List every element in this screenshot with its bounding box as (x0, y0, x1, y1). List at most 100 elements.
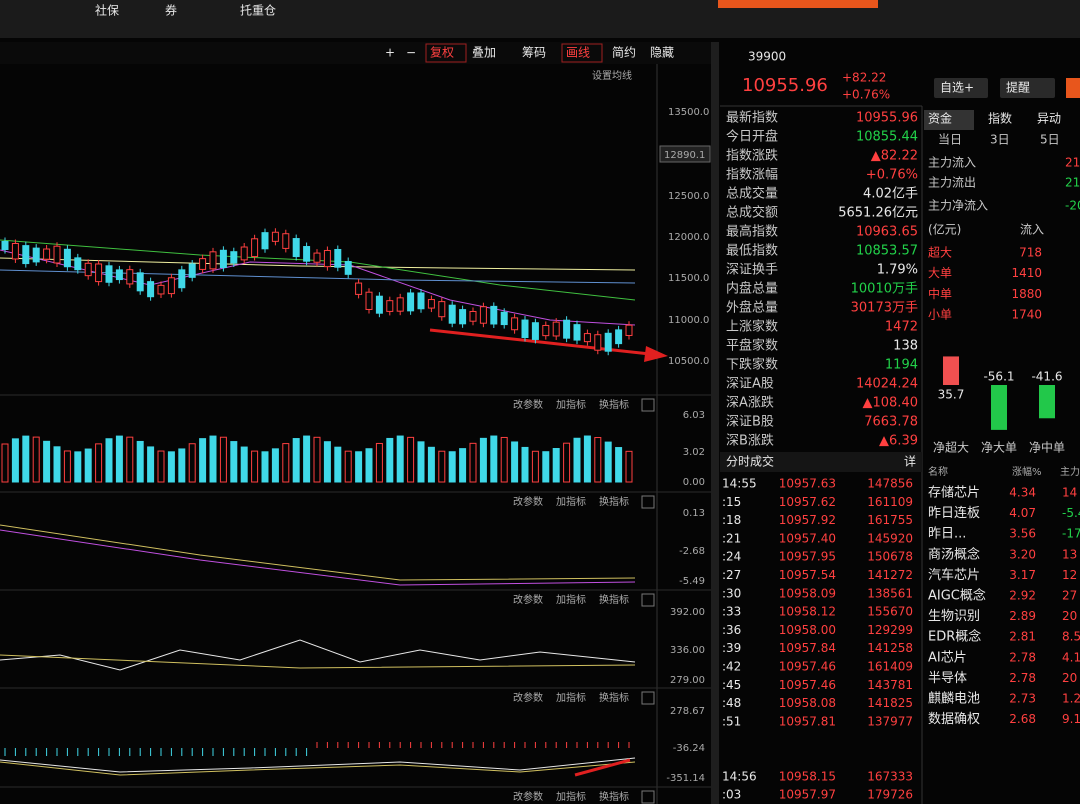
panel-close[interactable] (641, 495, 655, 509)
volume-bar (396, 435, 404, 483)
panel-action[interactable]: 加指标 (556, 495, 586, 508)
ticks-detail[interactable]: 详 (904, 454, 916, 469)
tick-volume: 161109 (867, 495, 913, 509)
toolbar-button[interactable]: 画线 (566, 46, 590, 60)
quote-value: 10955.96 (856, 111, 918, 126)
toolbar-bg (0, 42, 718, 64)
quote-label: 平盘家数 (726, 338, 778, 354)
price-marker: 12890.1 (664, 150, 705, 161)
panel-action[interactable]: 加指标 (556, 398, 586, 411)
panel-close[interactable] (641, 398, 655, 412)
indicator-line (0, 761, 636, 776)
panel-action[interactable]: 换指标 (599, 691, 629, 704)
button-bg[interactable] (934, 78, 988, 98)
volume-bar (542, 451, 550, 483)
promo-button[interactable] (718, 0, 878, 8)
candle-body (11, 243, 19, 260)
quote-label: 上涨家数 (726, 319, 778, 335)
panel-close[interactable] (641, 790, 655, 804)
quote-label: 最低指数 (726, 244, 778, 259)
toolbar-button[interactable]: 隐藏 (650, 46, 674, 60)
sector-name[interactable]: AI芯片 (928, 650, 967, 665)
tick-time: :48 (722, 696, 741, 710)
panel-action[interactable]: 改参数 (513, 495, 543, 508)
indicator-line (0, 757, 636, 773)
sector-name[interactable]: 昨日连板 (928, 505, 980, 521)
tick-volume: 161755 (867, 513, 913, 527)
volume-bar (251, 450, 259, 483)
panel-action[interactable]: 加指标 (556, 790, 586, 803)
ma-setting[interactable]: 设置均线 (592, 69, 632, 82)
candle-body (552, 321, 560, 337)
sector-header[interactable]: 主力 (1060, 465, 1080, 478)
ma-line (0, 257, 636, 271)
flow-row-label: 超大 (928, 245, 952, 260)
candle-body (490, 305, 498, 325)
quote-value: 10853.57 (856, 244, 918, 259)
panel-action[interactable]: 改参数 (513, 691, 543, 704)
sector-name[interactable]: 存储芯片 (928, 486, 980, 501)
panel-close[interactable] (641, 691, 655, 705)
menu-item[interactable]: 券 (165, 3, 177, 18)
toolbar-button[interactable]: 叠加 (472, 46, 496, 60)
quote-label: 深A涨跌 (726, 395, 774, 411)
toolbar-button[interactable]: + (385, 46, 395, 60)
button-label[interactable]: 自选+ (940, 81, 974, 95)
menu-item[interactable]: 托重仓 (240, 4, 276, 18)
quote-value: 10010万手 (851, 282, 918, 297)
toolbar-button[interactable]: 复权 (430, 46, 454, 60)
flow-period[interactable]: 5日 (1040, 133, 1060, 147)
toolbar-button[interactable]: 简约 (612, 45, 636, 60)
sector-name[interactable]: 半导体 (928, 671, 967, 686)
panel-action[interactable]: 换指标 (599, 398, 629, 411)
panel-action[interactable]: 换指标 (599, 790, 629, 803)
volume-bar (531, 450, 539, 483)
toolbar-button[interactable]: − (406, 46, 416, 60)
button-bg[interactable] (1000, 78, 1055, 98)
panel-action[interactable]: 加指标 (556, 691, 586, 704)
indicator-line (0, 529, 636, 586)
sector-name[interactable]: AIGC概念 (928, 588, 986, 604)
sector-flow: 9.1 (1062, 712, 1080, 726)
flow-period[interactable]: 3日 (990, 133, 1010, 147)
flow-tab[interactable]: 指数 (988, 111, 1012, 126)
orange-button[interactable] (1066, 78, 1080, 98)
volume-bar (563, 442, 571, 483)
candle-body (167, 277, 175, 295)
sector-name[interactable]: 商汤概念 (928, 546, 980, 562)
panel-axis-label: 392.00 (670, 607, 705, 618)
panel-action[interactable]: 换指标 (599, 495, 629, 508)
sector-name[interactable]: 昨日... (928, 527, 966, 542)
flow-tab[interactable]: 异动 (1037, 112, 1061, 126)
toolbar-button[interactable]: 筹码 (522, 46, 546, 60)
tick-volume: 167333 (867, 770, 913, 784)
sector-name[interactable]: 数据确权 (928, 711, 980, 727)
candle-body (448, 304, 456, 324)
tick-volume: 150678 (867, 550, 913, 564)
sector-name[interactable]: EDR概念 (928, 629, 981, 645)
panel-action[interactable]: 加指标 (556, 593, 586, 606)
sector-flow: 20 (1062, 609, 1077, 623)
sector-name[interactable]: 生物识别 (928, 609, 980, 624)
sector-header[interactable]: 名称 (928, 465, 948, 478)
quote-value: ▲82.22 (871, 149, 918, 164)
splitter[interactable] (711, 42, 719, 804)
menu-item[interactable]: 社保 (95, 3, 119, 18)
panel-action[interactable]: 换指标 (599, 593, 629, 606)
sector-name[interactable]: 汽车芯片 (928, 567, 980, 583)
volume-bar (615, 447, 623, 483)
quote-label: 内盘总量 (726, 281, 778, 297)
flow-period[interactable]: 当日 (938, 133, 962, 147)
volume-bar (625, 450, 633, 483)
panel-action[interactable]: 改参数 (513, 790, 543, 803)
sector-name[interactable]: 麒麟电池 (928, 691, 980, 707)
sector-header[interactable]: 涨幅% (1012, 465, 1042, 478)
button-label[interactable]: 提醒 (1006, 80, 1030, 95)
panel-action[interactable]: 改参数 (513, 398, 543, 411)
flow-bar-name: 净中单 (1029, 440, 1065, 455)
candle-body (74, 257, 82, 271)
panel-close[interactable] (641, 593, 655, 607)
flow-tab[interactable]: 资金 (928, 111, 952, 126)
price-marker-box (659, 145, 711, 163)
panel-action[interactable]: 改参数 (513, 593, 543, 606)
